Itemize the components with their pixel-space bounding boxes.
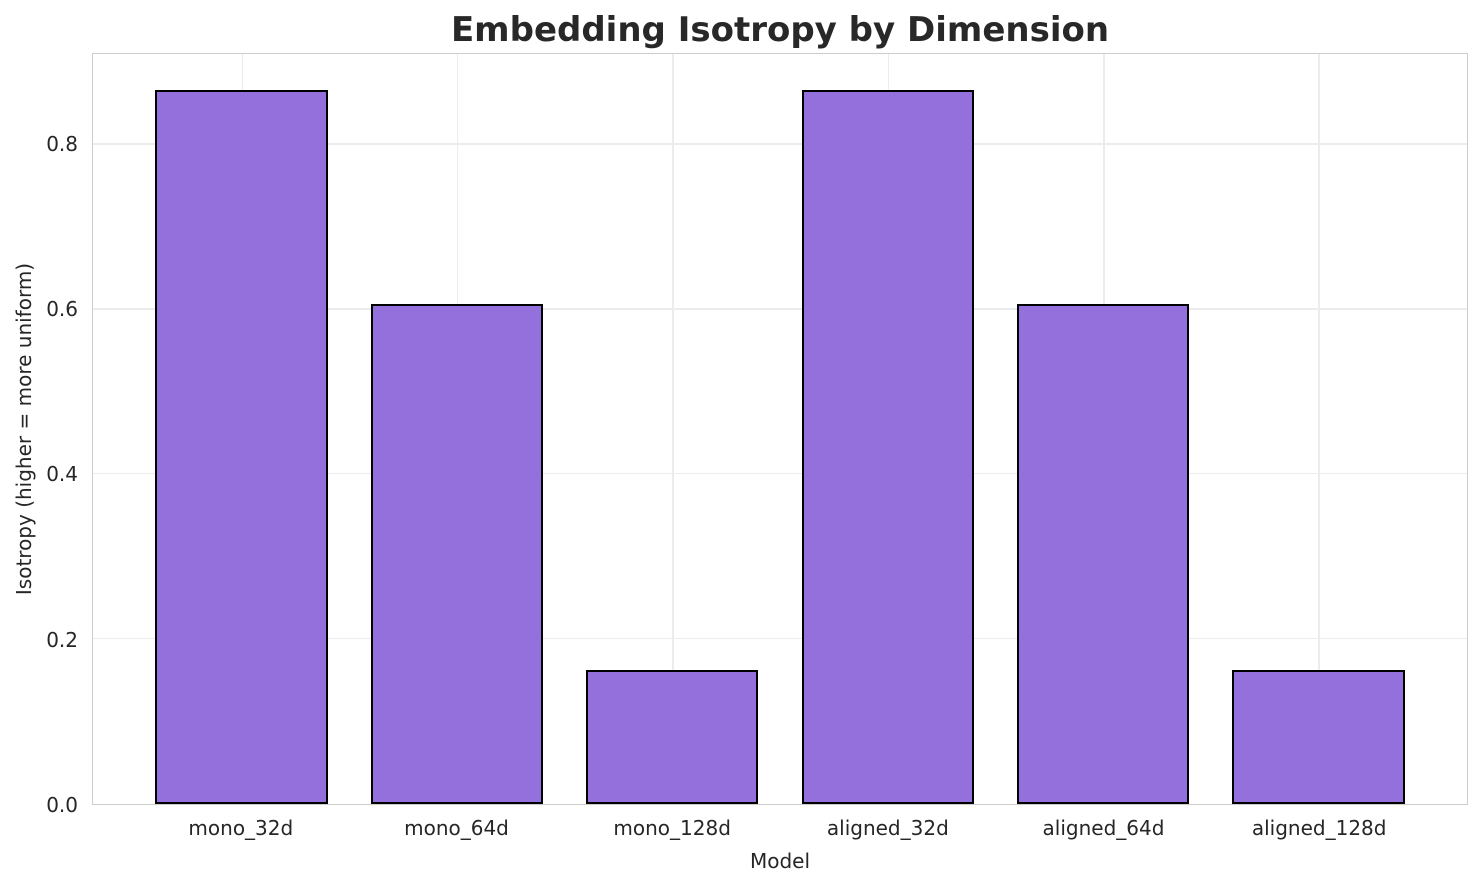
bar-mono_64d	[370, 303, 544, 804]
h-gridline-0.2	[93, 637, 1467, 640]
h-gridline-0.4	[93, 472, 1467, 475]
bar-mono_128d	[586, 669, 759, 804]
x-axis-label: Model	[749, 849, 811, 873]
y-tick-0.6: 0.6	[46, 297, 78, 322]
y-tick-0.2: 0.2	[46, 627, 78, 652]
bar-mono_32d	[155, 90, 328, 804]
v-gridline-mono_128d	[672, 54, 674, 804]
bar-aligned_128d	[1232, 669, 1405, 804]
h-gridline-0.8	[93, 143, 1467, 145]
plot-area	[92, 53, 1468, 805]
x-tick-aligned_128d: aligned_128d	[1251, 816, 1387, 840]
h-gridline-0.6	[93, 308, 1467, 310]
y-tick-0.8: 0.8	[46, 131, 78, 156]
x-tick-aligned_32d: aligned_32d	[826, 816, 949, 840]
x-tick-mono_64d: mono_64d	[404, 816, 509, 840]
x-tick-aligned_64d: aligned_64d	[1042, 816, 1165, 840]
x-tick-mono_128d: mono_128d	[613, 816, 731, 840]
x-tick-mono_32d: mono_32d	[188, 816, 294, 840]
y-tick-0.4: 0.4	[46, 462, 78, 487]
y-tick-0.0: 0.0	[46, 793, 78, 817]
bar-aligned_64d	[1016, 303, 1190, 804]
chart-title: Embedding Isotropy by Dimension	[450, 10, 1110, 50]
bar-aligned_32d	[801, 90, 974, 804]
v-gridline-aligned_128d	[1318, 54, 1320, 804]
